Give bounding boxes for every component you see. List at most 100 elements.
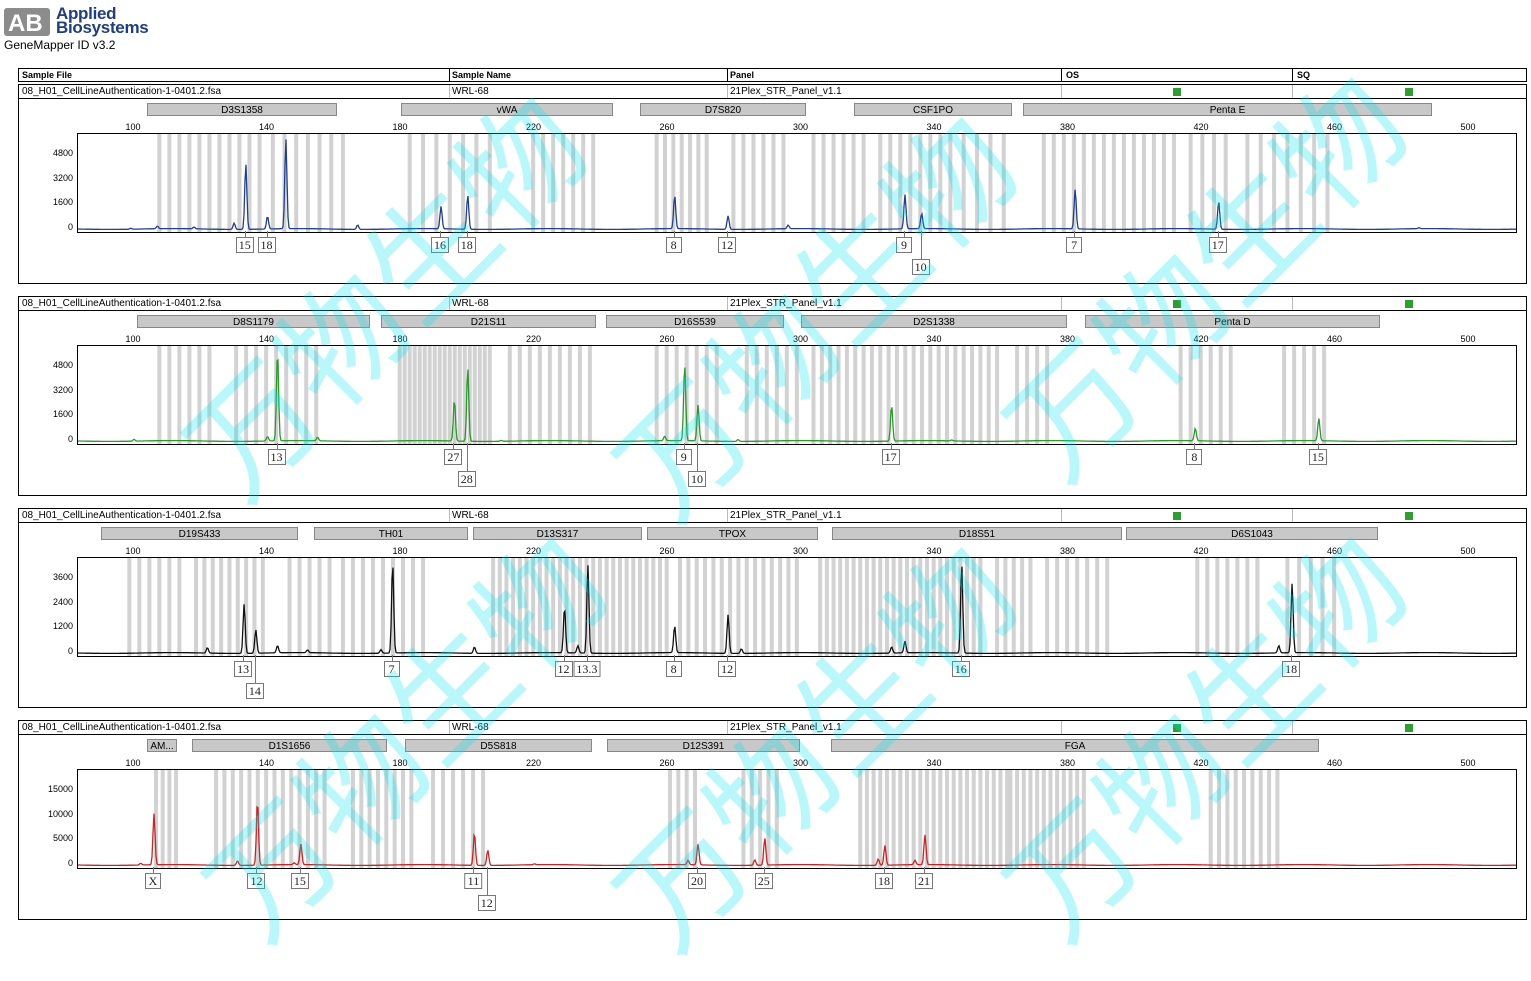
allele-call-label[interactable]: 18 bbox=[458, 237, 476, 253]
allele-bin bbox=[1075, 770, 1079, 868]
allele-bin bbox=[992, 770, 996, 868]
allele-bin bbox=[766, 770, 770, 868]
allele-call-label[interactable]: X bbox=[145, 873, 161, 889]
marker-bin-bar[interactable]: D7S820 bbox=[640, 103, 806, 116]
os-quality-flag[interactable] bbox=[1173, 88, 1181, 96]
allele-call-label[interactable]: 8 bbox=[666, 661, 682, 677]
marker-bin-bar[interactable]: D21S11 bbox=[381, 315, 596, 328]
marker-bin-bar[interactable]: FGA bbox=[831, 739, 1319, 752]
allele-bin bbox=[329, 134, 333, 232]
os-quality-flag[interactable] bbox=[1173, 300, 1181, 308]
marker-bin-bar[interactable]: D18S51 bbox=[832, 527, 1122, 540]
marker-bin-bar[interactable]: CSF1PO bbox=[854, 103, 1012, 116]
marker-bin-bar[interactable]: D5S818 bbox=[405, 739, 592, 752]
allele-bin bbox=[908, 134, 912, 232]
marker-bin-bar[interactable]: D2S1338 bbox=[801, 315, 1067, 328]
marker-bin-bar[interactable]: D1S1656 bbox=[192, 739, 387, 752]
allele-bin bbox=[288, 558, 292, 656]
allele-call-label[interactable]: 15 bbox=[1309, 449, 1327, 465]
allele-call-label[interactable]: 15 bbox=[236, 237, 254, 253]
allele-bin bbox=[518, 558, 522, 656]
electropherogram-plot[interactable] bbox=[77, 557, 1517, 657]
col-os[interactable]: OS bbox=[1066, 70, 1079, 80]
sq-quality-flag[interactable] bbox=[1405, 300, 1413, 308]
sample-info-row[interactable]: 08_H01_CellLineAuthentication-1-0401.2.f… bbox=[19, 721, 1526, 735]
allele-bin bbox=[795, 558, 799, 656]
marker-bin-bar[interactable]: Penta D bbox=[1085, 315, 1380, 328]
size-ruler-label: 220 bbox=[526, 546, 541, 556]
allele-call-label[interactable]: 8 bbox=[1186, 449, 1202, 465]
allele-call-label[interactable]: 7 bbox=[1066, 237, 1082, 253]
allele-call-label[interactable]: 12 bbox=[718, 237, 736, 253]
marker-bin-bar[interactable]: D12S391 bbox=[607, 739, 800, 752]
marker-bin-bar[interactable]: D3S1358 bbox=[147, 103, 337, 116]
marker-bin-bar[interactable]: D6S1043 bbox=[1126, 527, 1378, 540]
marker-bin-bar[interactable]: vWA bbox=[401, 103, 613, 116]
allele-call-label[interactable]: 13 bbox=[268, 449, 286, 465]
electropherogram-plot[interactable] bbox=[77, 769, 1517, 869]
marker-bin-bar[interactable]: D8S1179 bbox=[137, 315, 370, 328]
sq-quality-flag[interactable] bbox=[1405, 88, 1413, 96]
allele-call-label[interactable]: 12 bbox=[247, 873, 265, 889]
marker-bin-bar[interactable]: D16S539 bbox=[606, 315, 784, 328]
allele-call-label[interactable]: 17 bbox=[1209, 237, 1227, 253]
allele-call-label[interactable]: 12 bbox=[718, 661, 736, 677]
allele-call-label[interactable]: 10 bbox=[688, 471, 706, 487]
allele-call-label[interactable]: 13 bbox=[234, 661, 252, 677]
allele-leader-line bbox=[255, 655, 256, 683]
col-panel[interactable]: Panel bbox=[730, 70, 754, 80]
allele-bin bbox=[1209, 346, 1213, 444]
marker-bin-bar[interactable]: Penta E bbox=[1023, 103, 1432, 116]
allele-call-label[interactable]: 12 bbox=[478, 895, 496, 911]
allele-bin bbox=[898, 770, 902, 868]
allele-bin bbox=[571, 558, 575, 656]
allele-call-label[interactable]: 18 bbox=[1282, 661, 1300, 677]
sample-info-row[interactable]: 08_H01_CellLineAuthentication-1-0401.2.f… bbox=[19, 297, 1526, 311]
sample-info-row[interactable]: 08_H01_CellLineAuthentication-1-0401.2.f… bbox=[19, 85, 1526, 99]
allele-bin bbox=[1320, 558, 1324, 656]
marker-bin-bar[interactable]: TH01 bbox=[314, 527, 468, 540]
size-ruler-label: 140 bbox=[259, 334, 274, 344]
allele-call-label[interactable]: 27 bbox=[444, 449, 462, 465]
allele-call-label[interactable]: 12 bbox=[555, 661, 573, 677]
sq-quality-flag[interactable] bbox=[1405, 724, 1413, 732]
sq-quality-flag[interactable] bbox=[1405, 512, 1413, 520]
electropherogram-plot[interactable] bbox=[77, 345, 1517, 445]
marker-bin-bar[interactable]: D13S317 bbox=[473, 527, 642, 540]
allele-call-label[interactable]: 7 bbox=[384, 661, 400, 677]
allele-call-label[interactable]: 20 bbox=[688, 873, 706, 889]
allele-call-label[interactable]: 28 bbox=[458, 471, 476, 487]
allele-call-label[interactable]: 8 bbox=[666, 237, 682, 253]
marker-bin-bar[interactable]: AM... bbox=[147, 739, 177, 752]
allele-call-label[interactable]: 10 bbox=[912, 259, 930, 275]
col-sample-name[interactable]: Sample Name bbox=[452, 70, 511, 80]
allele-call-label[interactable]: 15 bbox=[291, 873, 309, 889]
electropherogram-plot[interactable] bbox=[77, 133, 1517, 233]
allele-call-label[interactable]: 17 bbox=[882, 449, 900, 465]
allele-call-label[interactable]: 25 bbox=[755, 873, 773, 889]
allele-call-label[interactable]: 9 bbox=[676, 449, 692, 465]
allele-call-label[interactable]: 21 bbox=[915, 873, 933, 889]
size-ruler-label: 300 bbox=[793, 122, 808, 132]
marker-bin-bar[interactable]: TPOX bbox=[647, 527, 818, 540]
allele-call-label[interactable]: 13.3 bbox=[573, 661, 600, 677]
allele-call-label[interactable]: 16 bbox=[431, 237, 449, 253]
col-sample-file[interactable]: Sample File bbox=[22, 70, 72, 80]
sample-info-row[interactable]: 08_H01_CellLineAuthentication-1-0401.2.f… bbox=[19, 509, 1526, 523]
os-quality-flag[interactable] bbox=[1173, 724, 1181, 732]
allele-call-label[interactable]: 14 bbox=[246, 683, 264, 699]
marker-bin-bar[interactable]: D19S433 bbox=[101, 527, 298, 540]
y-axis-label: 4800 bbox=[53, 360, 73, 370]
allele-bin bbox=[284, 346, 288, 444]
allele-call-label[interactable]: 11 bbox=[465, 873, 483, 889]
allele-call-label[interactable]: 18 bbox=[875, 873, 893, 889]
allele-call-label[interactable]: 9 bbox=[896, 237, 912, 253]
allele-call-label[interactable]: 16 bbox=[952, 661, 970, 677]
os-quality-flag[interactable] bbox=[1173, 512, 1181, 520]
y-axis-label: 3200 bbox=[53, 385, 73, 395]
allele-bin bbox=[508, 346, 512, 444]
col-sq[interactable]: SQ bbox=[1297, 70, 1310, 80]
allele-bin bbox=[518, 346, 522, 444]
allele-call-label[interactable]: 18 bbox=[258, 237, 276, 253]
allele-bin bbox=[818, 558, 822, 656]
